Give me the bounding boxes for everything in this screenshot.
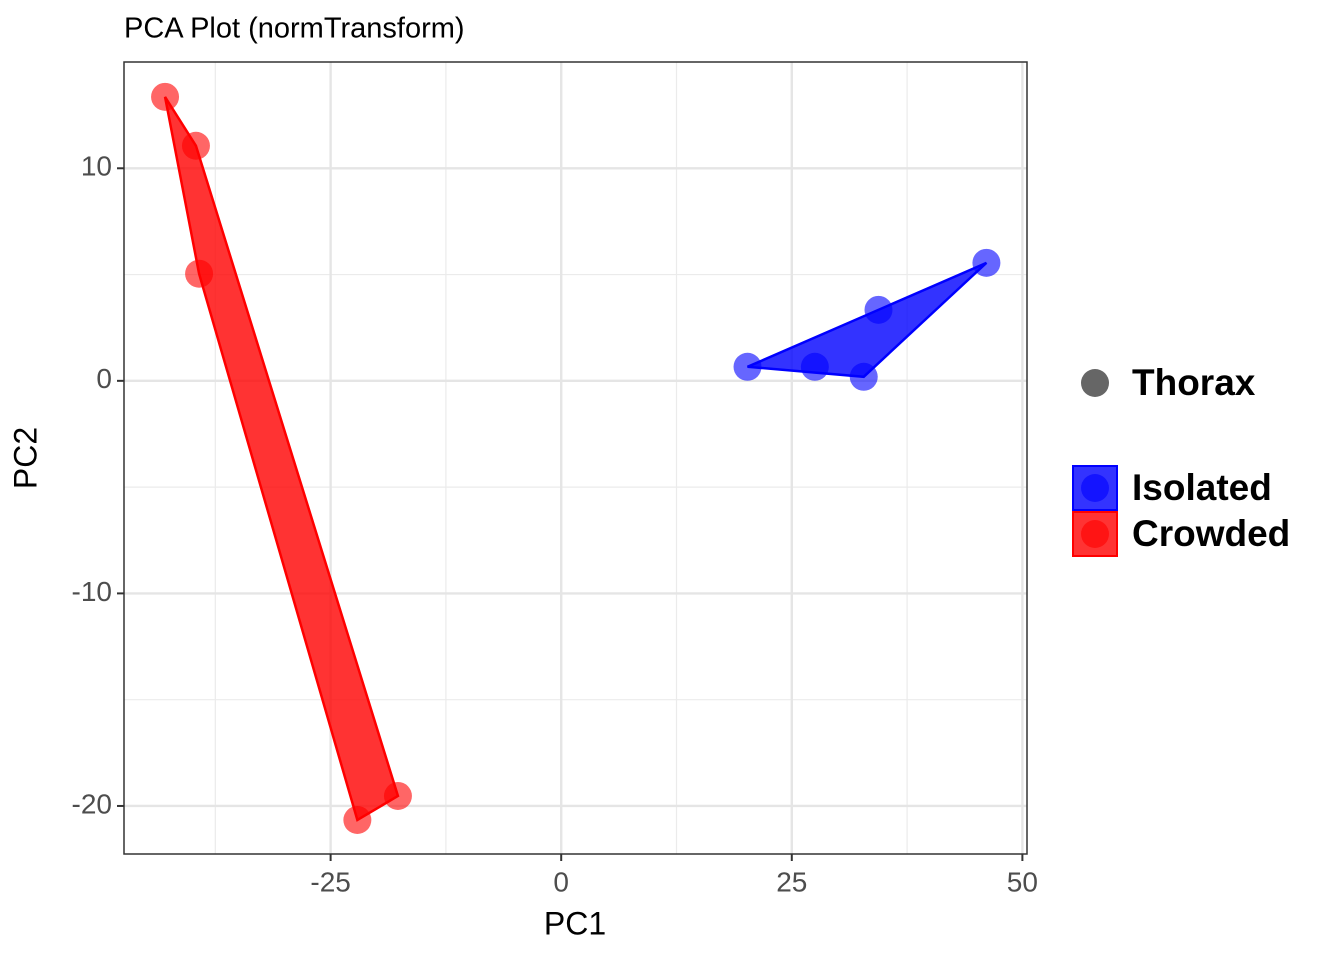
point <box>733 352 762 381</box>
point <box>972 248 1001 277</box>
point <box>849 362 878 391</box>
legend-key-point <box>1081 520 1109 548</box>
x-tick-label: -25 <box>310 866 350 897</box>
legend-label: Crowded <box>1132 513 1290 554</box>
y-tick-label: -10 <box>72 576 112 607</box>
y-tick-label: 0 <box>96 363 112 394</box>
x-axis-label: PC1 <box>544 905 606 941</box>
legend-shape-key <box>1081 369 1109 397</box>
point <box>864 295 893 324</box>
x-tick-label: 25 <box>776 866 807 897</box>
y-axis-label: PC2 <box>7 427 43 489</box>
point <box>343 805 372 834</box>
point <box>185 259 214 288</box>
legend-label: Isolated <box>1132 467 1272 508</box>
x-tick-label: 50 <box>1007 866 1038 897</box>
chart-title: PCA Plot (normTransform) <box>124 13 465 45</box>
x-tick-label: 0 <box>553 866 569 897</box>
point <box>151 82 180 111</box>
plot-border <box>123 61 1028 855</box>
legend-shape-label: Thorax <box>1132 362 1256 403</box>
y-tick-label: -20 <box>72 788 112 819</box>
point <box>181 131 210 160</box>
legend-key-point <box>1081 474 1109 502</box>
y-tick-label: 10 <box>81 151 112 182</box>
point <box>800 352 829 381</box>
point <box>383 781 412 810</box>
